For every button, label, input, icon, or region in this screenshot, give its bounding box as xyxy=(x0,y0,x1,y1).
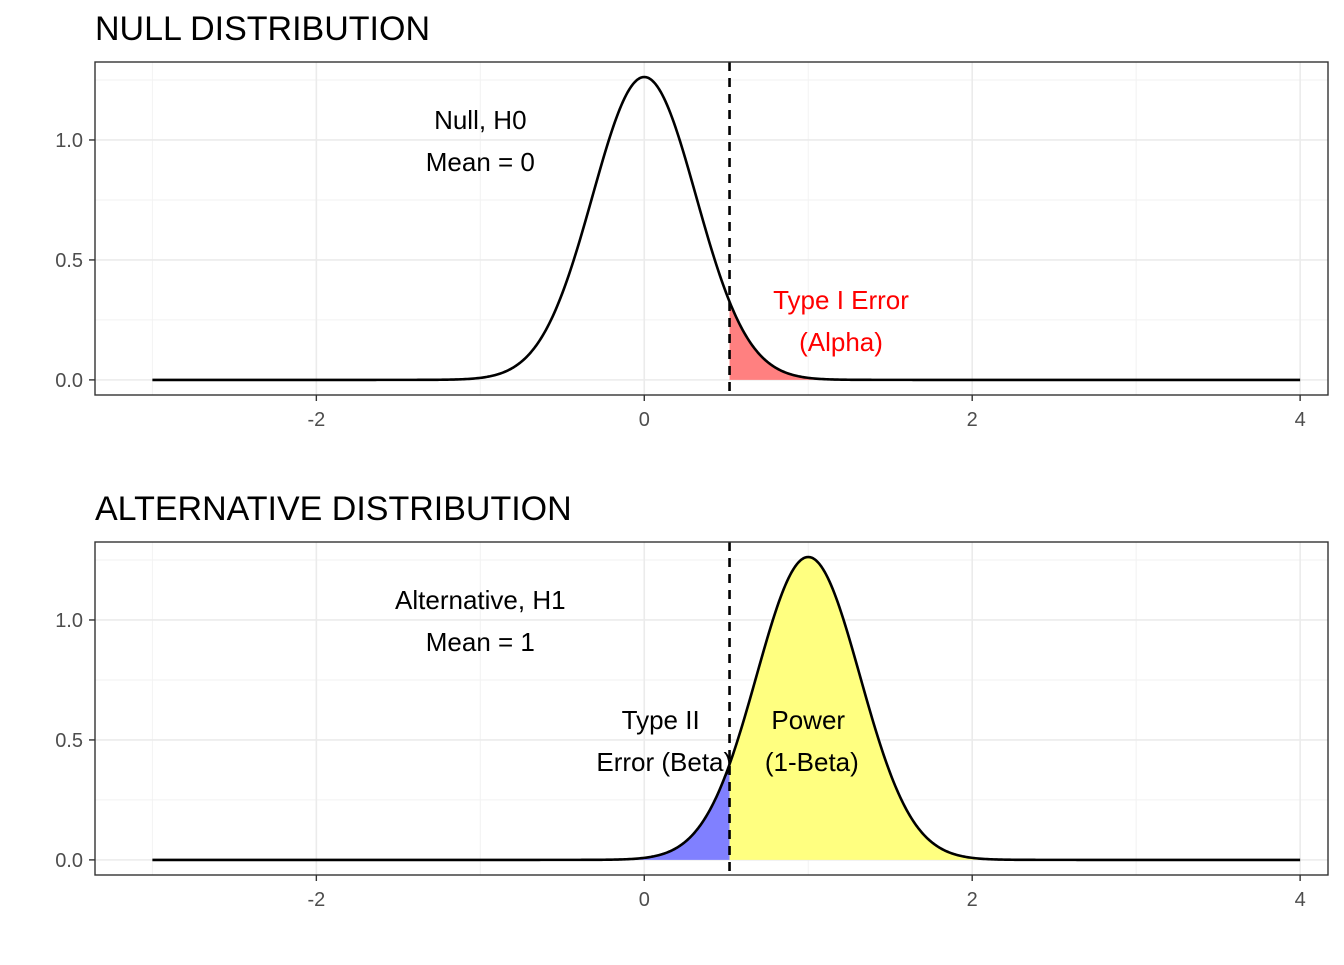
alternative-curve-layer xyxy=(152,555,1301,862)
null-annotations: Null, H0 Mean = 0 Type I Error (Alpha) xyxy=(426,105,910,357)
null-xtick-label: 2 xyxy=(967,409,978,431)
null-plot-background xyxy=(95,62,1328,395)
alternative-xtick-label: 0 xyxy=(639,889,650,911)
null-xtick-label: 0 xyxy=(639,409,650,431)
null-h0-label-line1: Null, H0 xyxy=(434,105,526,135)
alternative-axes: 0.0 0.5 1.0 -2 0 2 4 xyxy=(55,610,1306,911)
type2-error-label-line2: Error (Beta) xyxy=(589,747,732,777)
alternative-xtick-label: -2 xyxy=(307,889,325,911)
null-axes: 0.0 0.5 1.0 -2 0 2 4 xyxy=(55,130,1306,431)
power-label-line2: (1-Beta) xyxy=(758,747,859,777)
null-panel-border xyxy=(94,61,1329,396)
null-ytick-label: 1.0 xyxy=(55,130,83,152)
null-xtick-label: -2 xyxy=(307,409,325,431)
null-xtick-label: 4 xyxy=(1295,409,1306,431)
null-panel-title: NULL DISTRIBUTION xyxy=(95,10,430,48)
null-density-curve xyxy=(152,75,1301,382)
alternative-xtick-label: 2 xyxy=(967,889,978,911)
alternative-annotations: Alternative, H1 Mean = 1 Type II Error (… xyxy=(395,585,859,777)
alt-h1-label-line2: Mean = 1 xyxy=(426,627,535,657)
alternative-ytick-label: 1.0 xyxy=(55,610,83,632)
alternative-ytick-label: 0.5 xyxy=(55,730,83,752)
alternative-xtick-label: 4 xyxy=(1295,889,1306,911)
alternative-panel-title: ALTERNATIVE DISTRIBUTION xyxy=(95,490,572,528)
alternative-shaded-areas xyxy=(152,557,1301,860)
alt-h1-label-line1: Alternative, H1 xyxy=(395,585,566,615)
null-curve-layer xyxy=(152,75,1301,382)
type1-error-label-line1: Type I Error xyxy=(773,285,909,315)
null-panel: NULL DISTRIBUTION Null, H0 Mean = 0 Type… xyxy=(55,10,1329,431)
null-ytick-label: 0.5 xyxy=(55,250,83,272)
type1-error-label-line2: (Alpha) xyxy=(799,327,883,357)
type2-error-label-line1: Type II xyxy=(622,705,700,735)
alternative-panel-border xyxy=(94,541,1329,876)
null-h0-label-line2: Mean = 0 xyxy=(426,147,535,177)
alternative-ytick-label: 0.0 xyxy=(55,850,83,872)
alternative-density-curve xyxy=(152,555,1301,862)
alternative-shaded-region-2 xyxy=(729,557,1301,860)
power-label-line1: Power xyxy=(771,705,845,735)
null-ytick-label: 0.0 xyxy=(55,370,83,392)
alternative-panel: ALTERNATIVE DISTRIBUTION Alternative, H1… xyxy=(55,490,1329,911)
